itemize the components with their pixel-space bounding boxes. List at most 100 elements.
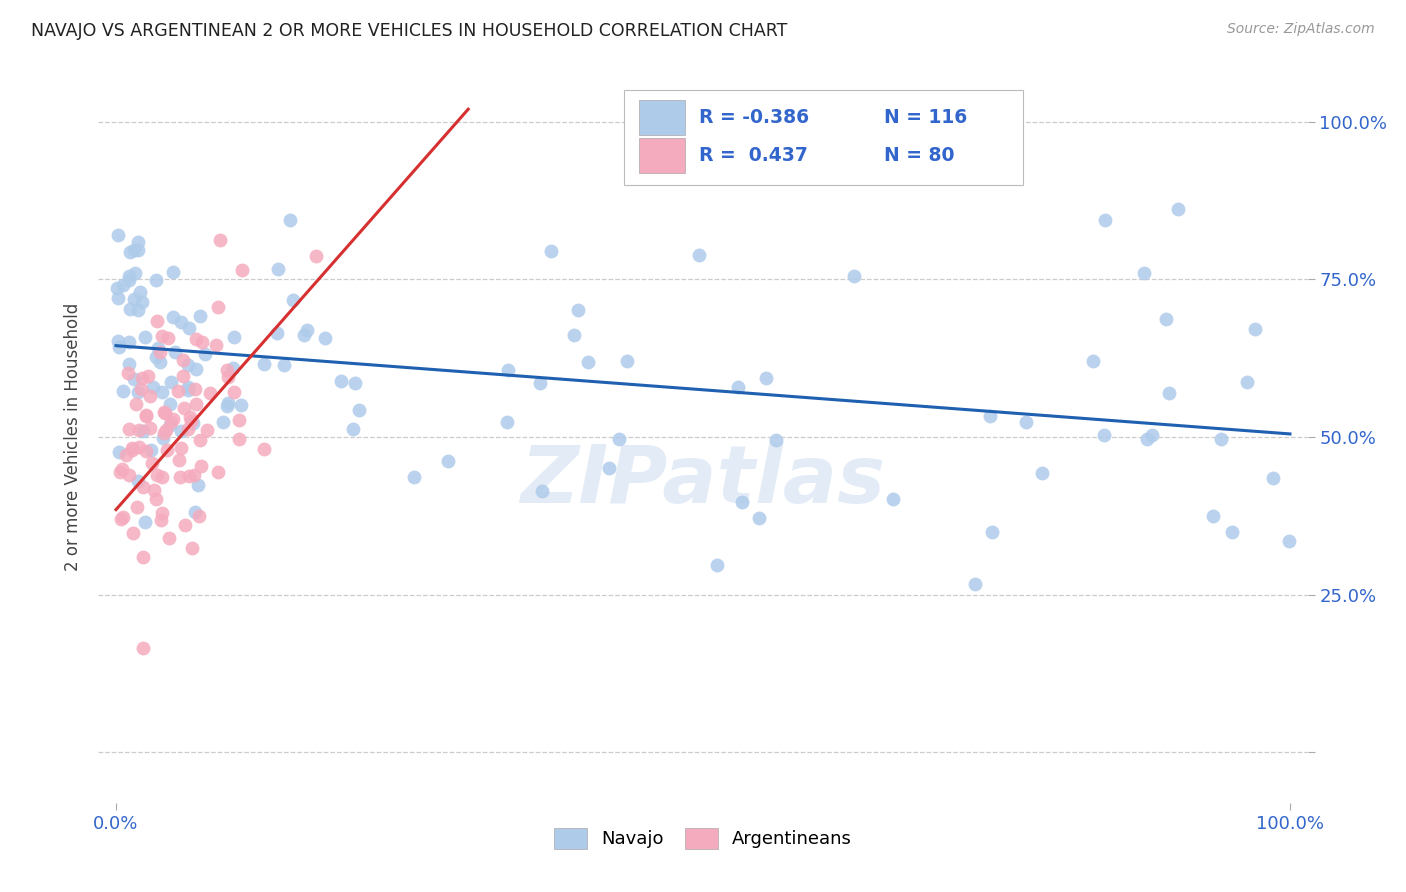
Point — [253, 357, 276, 371]
Point — [567, 302, 589, 317]
Point — [347, 403, 370, 417]
Point — [496, 415, 519, 429]
Point — [150, 329, 173, 343]
Point — [688, 247, 710, 261]
Point — [882, 491, 904, 506]
Point — [155, 423, 177, 437]
Point — [1142, 427, 1164, 442]
Point — [132, 549, 155, 564]
Bar — [638, 100, 685, 135]
Y-axis label: 2 or more Vehicles in Household: 2 or more Vehicles in Household — [65, 303, 83, 571]
Point — [127, 474, 149, 488]
Point — [1092, 428, 1115, 442]
Point — [129, 285, 152, 299]
Point — [177, 468, 200, 483]
Point — [134, 515, 156, 529]
Point — [193, 347, 215, 361]
Point — [156, 330, 179, 344]
Point — [112, 277, 135, 292]
Point — [965, 576, 987, 591]
Point — [117, 366, 139, 380]
Point — [172, 369, 194, 384]
Point — [229, 398, 252, 412]
Point — [122, 243, 145, 257]
Point — [200, 386, 222, 401]
Point — [108, 445, 131, 459]
Point — [139, 421, 162, 435]
Point — [157, 531, 180, 545]
Text: ZIPatlas: ZIPatlas — [520, 442, 886, 520]
Point — [145, 492, 167, 507]
Point — [281, 293, 304, 308]
Point — [179, 410, 201, 425]
Point — [124, 266, 146, 280]
Point — [128, 423, 150, 437]
Text: N = 116: N = 116 — [884, 108, 967, 127]
Point — [1202, 508, 1225, 523]
Point — [159, 375, 181, 389]
Point — [139, 389, 162, 403]
Point — [149, 354, 172, 368]
Point — [176, 422, 198, 436]
Point — [188, 310, 211, 324]
Point — [180, 414, 202, 428]
Point — [150, 470, 173, 484]
Point — [278, 212, 301, 227]
Point — [128, 440, 150, 454]
Legend: Navajo, Argentineans: Navajo, Argentineans — [547, 821, 859, 856]
Point — [228, 433, 250, 447]
Point — [187, 478, 209, 492]
Point — [107, 291, 129, 305]
Text: R =  0.437: R = 0.437 — [699, 146, 808, 165]
Point — [186, 362, 208, 376]
Point — [1094, 213, 1116, 227]
Point — [162, 265, 184, 279]
Point — [228, 413, 250, 427]
Point — [122, 526, 145, 541]
Point — [141, 442, 163, 457]
Point — [131, 371, 153, 385]
Point — [267, 262, 290, 277]
Point — [120, 301, 142, 316]
Point — [127, 303, 149, 318]
Point — [1154, 312, 1177, 326]
Point — [187, 509, 209, 524]
Point — [118, 334, 141, 349]
Point — [305, 249, 328, 263]
Point — [135, 409, 157, 423]
Point — [222, 330, 245, 344]
Point — [195, 423, 218, 437]
Point — [170, 424, 193, 438]
Point — [111, 510, 134, 524]
Point — [152, 385, 174, 400]
Point — [231, 263, 253, 277]
Point — [1081, 353, 1104, 368]
Point — [107, 340, 129, 354]
Point — [163, 345, 186, 359]
Point — [186, 397, 208, 411]
Point — [1209, 432, 1232, 446]
Text: N = 80: N = 80 — [884, 146, 955, 165]
Point — [134, 329, 156, 343]
Point — [979, 409, 1001, 423]
Point — [131, 641, 153, 656]
Point — [118, 422, 141, 436]
Point — [169, 452, 191, 467]
Point — [177, 379, 200, 393]
Point — [1167, 202, 1189, 216]
Point — [1278, 533, 1301, 548]
Point — [167, 384, 190, 399]
Point — [253, 442, 276, 457]
Point — [1236, 376, 1258, 390]
Point — [207, 300, 229, 314]
Point — [181, 417, 204, 431]
Point — [145, 468, 167, 483]
Point — [112, 384, 135, 398]
Point — [142, 379, 165, 393]
Point — [159, 397, 181, 411]
Point — [122, 292, 145, 306]
Point — [342, 422, 364, 436]
Point — [765, 433, 787, 447]
Text: R = -0.386: R = -0.386 — [699, 108, 810, 127]
Point — [217, 370, 239, 384]
